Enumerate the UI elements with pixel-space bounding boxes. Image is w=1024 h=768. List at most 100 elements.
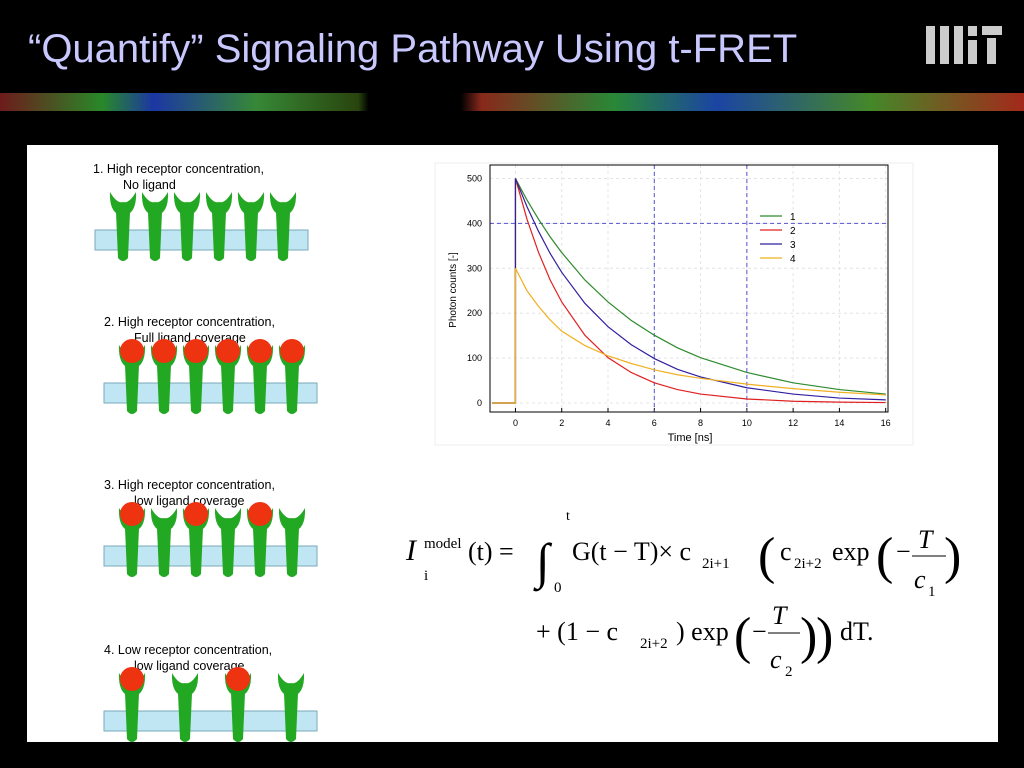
receptor [125, 528, 139, 577]
receptor [125, 693, 139, 742]
equation-part: ( [734, 608, 751, 665]
equation-part: ) [944, 528, 961, 585]
ligand [120, 502, 144, 526]
receptor-head [269, 192, 297, 216]
equation-part: ) exp [676, 617, 729, 646]
equation-part: exp [832, 537, 870, 566]
legend-label: 4 [790, 254, 796, 265]
equation-part: I [405, 534, 418, 567]
receptor [221, 528, 235, 577]
legend-label: 1 [790, 212, 796, 223]
equation-part: i [424, 568, 428, 584]
equation-part: 2 [785, 664, 793, 680]
receptor [212, 212, 226, 261]
receptor [157, 365, 171, 414]
series-line [492, 178, 886, 404]
image-band [0, 93, 1024, 111]
equation-part: 0 [554, 580, 562, 596]
legend-label: 3 [790, 240, 796, 251]
y-tick-label: 400 [467, 218, 482, 228]
equation-part: (t) = [468, 537, 514, 566]
equation-part: ( [758, 528, 775, 585]
equation-part: − [896, 537, 911, 566]
equation-part: c [770, 645, 782, 674]
receptor [178, 693, 192, 742]
x-tick-label: 2 [559, 418, 564, 428]
receptor-head [141, 192, 169, 216]
receptor [284, 693, 298, 742]
receptor [253, 528, 267, 577]
y-tick-label: 500 [467, 173, 482, 183]
equation-part: ) [816, 608, 833, 665]
diagram-label: 2. High receptor concentration, [104, 315, 275, 329]
x-tick-label: 0 [513, 418, 518, 428]
receptor [157, 528, 171, 577]
x-tick-label: 16 [881, 418, 891, 428]
receptor [231, 693, 245, 742]
series-line [492, 178, 886, 404]
x-tick-label: 10 [742, 418, 752, 428]
ligand [120, 667, 144, 691]
equation-part: c [780, 537, 792, 566]
ligand [226, 667, 250, 691]
equation-part: c [914, 565, 926, 594]
receptor-head [214, 508, 242, 532]
equation-part: model [424, 536, 462, 552]
equation-part: 2i+1 [702, 556, 730, 572]
x-tick-label: 14 [834, 418, 844, 428]
membrane [103, 710, 318, 732]
receptor [180, 212, 194, 261]
receptor-head [171, 673, 199, 697]
equation-part: ( [876, 528, 893, 585]
diagram-label: low ligand coverage [134, 659, 245, 673]
equation-part: ∫ [533, 533, 553, 592]
ligand [248, 339, 272, 363]
y-tick-label: 300 [467, 263, 482, 273]
ligand [184, 502, 208, 526]
receptor [148, 212, 162, 261]
diagram-label: low ligand coverage [134, 494, 245, 508]
ligand [248, 502, 272, 526]
receptor-head [237, 192, 265, 216]
diagram-label: 4. Low receptor concentration, [104, 643, 272, 657]
equation-part: + (1 − c [536, 617, 618, 646]
equation-part: G(t − T)× c [572, 537, 691, 566]
diagram-label: 3. High receptor concentration, [104, 478, 275, 492]
y-tick-label: 200 [467, 308, 482, 318]
receptor [285, 528, 299, 577]
equation-part: T [772, 601, 788, 630]
mit-logo [926, 26, 1002, 64]
receptor [244, 212, 258, 261]
ligand [280, 339, 304, 363]
ligand [216, 339, 240, 363]
equation-part: 1 [928, 584, 936, 600]
equation-part: − [752, 617, 767, 646]
receptor-head [278, 508, 306, 532]
x-tick-label: 4 [606, 418, 611, 428]
diagram-label: 1. High receptor concentration, [93, 162, 264, 176]
receptor [189, 365, 203, 414]
receptor-head [173, 192, 201, 216]
receptor [125, 365, 139, 414]
x-tick-label: 8 [698, 418, 703, 428]
receptor [276, 212, 290, 261]
equation-part: T [918, 525, 934, 554]
receptor [253, 365, 267, 414]
y-axis-label: Photon counts [-] [448, 252, 459, 328]
receptor-head [277, 673, 305, 697]
receptor-head [109, 192, 137, 216]
plot-frame [489, 164, 889, 413]
receptor [285, 365, 299, 414]
equation-part: 2i+2 [640, 636, 668, 652]
y-tick-label: 0 [477, 398, 482, 408]
receptor [221, 365, 235, 414]
x-tick-label: 12 [788, 418, 798, 428]
x-axis-label: Time [ns] [668, 432, 713, 444]
equation-part: dT. [840, 617, 873, 646]
series-line [492, 178, 886, 404]
receptor [116, 212, 130, 261]
receptor [189, 528, 203, 577]
ligand [120, 339, 144, 363]
diagram-label: No ligand [123, 178, 176, 192]
